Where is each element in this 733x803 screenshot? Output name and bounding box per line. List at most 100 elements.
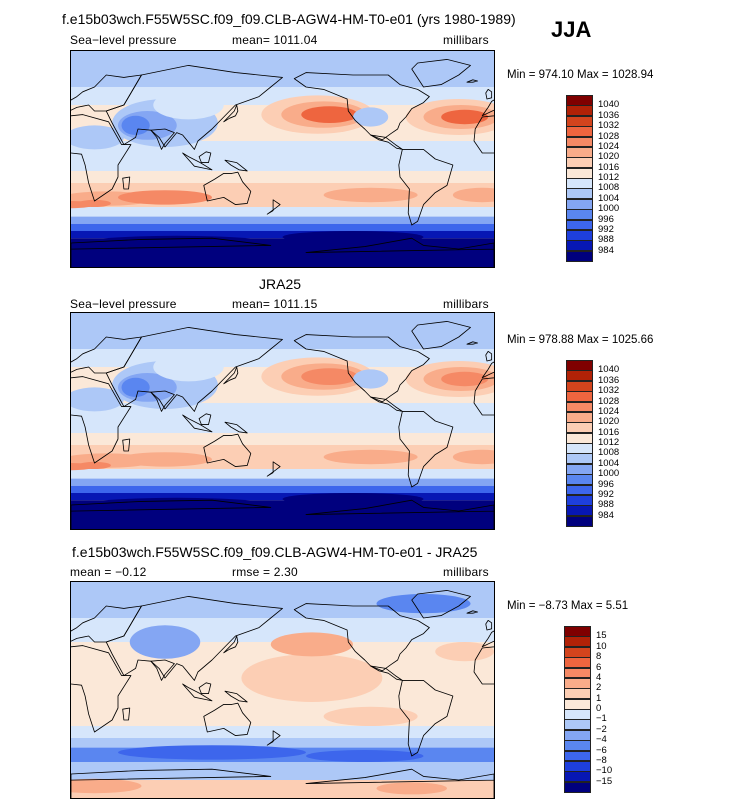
coastline-madagascar (122, 438, 131, 452)
panel-1-colorbar: 1040 1036 1032 1028 1024 1020 1016 1012 1008 1004… (566, 95, 646, 262)
season-label: JJA (551, 17, 592, 42)
colorbar-swatch (564, 760, 591, 772)
colorbar-tick-label: 1012 (598, 437, 620, 448)
diff-pos-tropical-pacific (241, 654, 383, 702)
colorbar-swatch (566, 240, 593, 252)
coastline-new_zealand (266, 461, 281, 477)
colorbar-swatch (566, 167, 593, 179)
colorbar-swatch (566, 178, 593, 189)
coastline-new_guinea (224, 159, 248, 172)
panel-3-title: f.e15b03wch.F55W5SC.f09_f09.CLB-AGW4-HM-… (72, 544, 478, 560)
diff-pos-antarctic-west (376, 782, 447, 795)
coastline-central_america (370, 134, 403, 150)
coastline-europe (71, 336, 142, 374)
coastlines (71, 589, 494, 798)
colorbar-tick-label: 1020 (598, 416, 620, 428)
coastline-borneo (198, 682, 212, 695)
panel-2-minmax: Min = 978.88 Max = 1025.66 (507, 334, 654, 346)
colorbar-tick-label: −6 (596, 744, 607, 756)
slp-high-south-indian (118, 190, 212, 205)
panel-2-units-label: millibars (443, 297, 489, 311)
coastline-north_america (293, 334, 430, 403)
panel-3-contour-plot (71, 582, 494, 798)
colorbar-swatch (566, 422, 593, 434)
colorbar-swatch (564, 750, 591, 762)
colorbar-swatch (564, 740, 591, 751)
colorbar-swatch (566, 411, 593, 423)
panel-3-rmse-label: rmse = 2.30 (232, 565, 298, 579)
diff-neg-south-pacific (306, 750, 424, 762)
colorbar-tick-label: −15 (596, 775, 613, 787)
colorbar-swatch (566, 360, 593, 371)
slp-high-south-africa-core (78, 461, 111, 469)
slp-low-asia-core (121, 377, 150, 397)
colorbar-swatch (566, 515, 593, 527)
colorbar-tick-label: 992 (598, 488, 614, 500)
panel-2-title: JRA25 (259, 276, 302, 292)
colorbar-swatch (566, 126, 593, 137)
coastline-new_guinea (224, 690, 248, 703)
coastline-north_america (293, 603, 430, 672)
panel-1-mean-label: mean= 1011.04 (232, 33, 318, 47)
colorbar-tick-label: 1000 (598, 203, 620, 215)
colorbar-tick-label: 1008 (598, 182, 620, 194)
coastline-india (150, 128, 175, 150)
coastline-japan (223, 635, 239, 654)
colorbar-swatch (566, 494, 593, 506)
diff-pos-atlantic (435, 642, 494, 662)
coastline-central_america (370, 665, 403, 681)
slp-low-southwest-us (353, 369, 389, 389)
coastline-new_zealand (266, 730, 281, 746)
colorbar-swatch (564, 719, 591, 731)
coastline-indonesia (182, 414, 213, 433)
coastline-europe (71, 74, 142, 112)
colorbar-tick-label: 1004 (598, 192, 620, 204)
colorbar-tick-label: 984 (598, 509, 614, 521)
colorbar-tick-label: −2 (596, 723, 607, 735)
diff-pos-antarctic (71, 778, 142, 794)
diff-neg-southern-ocean (118, 745, 306, 760)
colorbar-tick-label: 1020 (598, 151, 620, 163)
colorbar-tick-label: 8 (596, 651, 602, 663)
coastline-iceland (466, 610, 478, 614)
diff-neg-arctic (376, 594, 471, 614)
panel-3-mean-label: mean = −0.12 (70, 565, 147, 579)
coastline-africa (473, 115, 494, 154)
colorbar-tick-label: 1 (596, 692, 602, 704)
diff-band-antarctic-coast (71, 762, 494, 780)
coastline-antarctica (71, 499, 272, 529)
colorbar-tick-label: −10 (596, 765, 613, 777)
coastlines (71, 58, 494, 267)
slp-band-southern-ocean-3 (71, 231, 494, 239)
colorbar-tick-label: 6 (596, 661, 602, 673)
colorbar-swatch (566, 432, 593, 444)
slp-high-azores-core (441, 371, 489, 387)
slp-low-southwest-us (353, 107, 389, 127)
slp-band-southern-ocean-1 (71, 478, 494, 486)
coastline-antarctica (71, 237, 272, 267)
colorbar-tick-label: 1004 (598, 457, 620, 469)
colorbar-tick-label: 10 (596, 640, 607, 652)
coastline-antarctica (305, 499, 494, 529)
slp-high-south-atlantic (452, 187, 494, 203)
colorbar-tick-label: 1028 (598, 130, 620, 142)
colorbar-swatch (564, 667, 591, 679)
coastlines (71, 320, 494, 529)
slp-high-north-pacific-core (301, 106, 358, 123)
diff-pos-north-pacific (270, 632, 353, 657)
colorbar-tick-label: 1000 (598, 468, 620, 480)
colorbar-tick-label: 1016 (598, 161, 620, 173)
coastline-india (150, 659, 175, 681)
slp-high-south-atlantic (452, 449, 494, 465)
colorbar-swatch (566, 136, 593, 148)
coastline-indonesia (182, 152, 213, 171)
coastline-australia (203, 171, 252, 206)
colorbar-swatch (564, 626, 591, 637)
colorbar-swatch (564, 781, 591, 793)
slp-low-sahara (71, 125, 124, 150)
colorbar-swatch (566, 391, 593, 402)
coastline-antarctica (305, 768, 494, 798)
panel-2-contour-plot (71, 313, 494, 529)
colorbar-tick-label: 1016 (598, 426, 620, 438)
panel-3-minmax: Min = −8.73 Max = 5.51 (507, 600, 629, 612)
